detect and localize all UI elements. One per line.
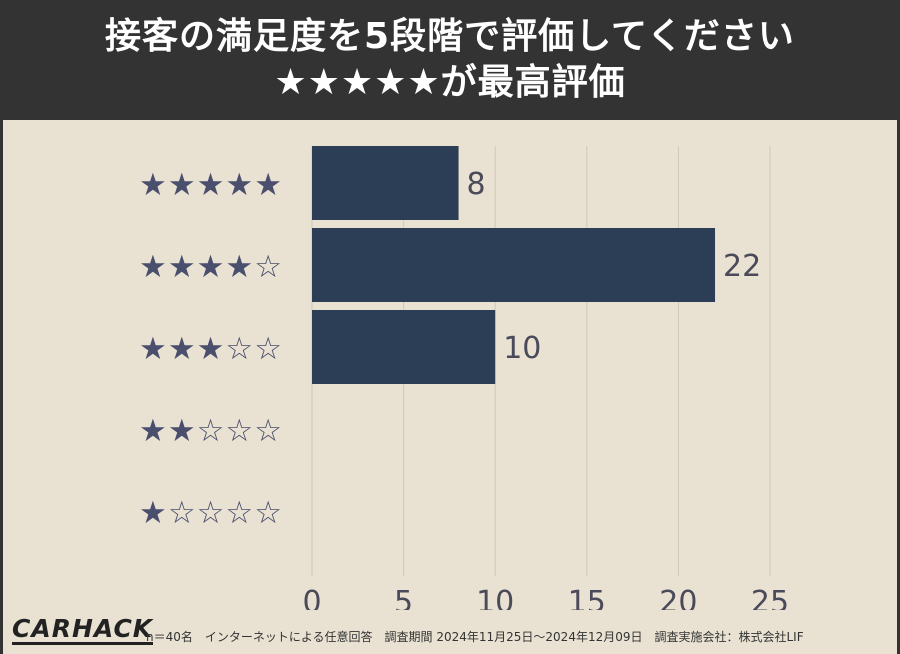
- data-label: 8: [467, 167, 486, 202]
- x-tick-label: 0: [302, 585, 321, 610]
- bar-chart: 0 5 10 15 20 25 8 ★★★★★ 22 ★★★★☆ 10 ★★★☆☆ ★★☆☆☆ ★☆☆☆☆: [139, 146, 789, 610]
- bar: [312, 146, 459, 220]
- x-tick-label: 5: [394, 585, 413, 610]
- chart-title: 接客の満足度を5段階で評価してください ★★★★★が最高評価: [0, 0, 900, 120]
- footer: CARHACK n＝40名 インターネットによる任意回答 調査期間 2024年1…: [0, 612, 900, 654]
- bar: [312, 228, 716, 302]
- data-label: 10: [503, 331, 541, 366]
- category-label: ★★★★★: [139, 167, 283, 203]
- x-tick-label: 20: [659, 585, 697, 610]
- category-label: ★★☆☆☆: [139, 413, 283, 449]
- survey-note: n＝40名 インターネットによる任意回答 調査期間 2024年11月25日〜20…: [146, 630, 804, 644]
- title-line-2: ★★★★★が最高評価: [274, 62, 626, 103]
- category-label: ★★★☆☆: [139, 331, 283, 367]
- data-label: 22: [723, 249, 761, 284]
- bar: [312, 310, 496, 384]
- category-label: ★★★★☆: [139, 249, 283, 285]
- x-tick-label: 10: [476, 585, 514, 610]
- x-tick-label: 25: [751, 585, 789, 610]
- carhack-logo: CARHACK: [12, 614, 154, 645]
- chart-frame: 0 5 10 15 20 25 8 ★★★★★ 22 ★★★★☆ 10 ★★★☆☆ ★★☆☆☆ ★☆☆☆☆: [0, 120, 900, 654]
- category-label: ★☆☆☆☆: [139, 495, 283, 531]
- x-tick-label: 15: [568, 585, 606, 610]
- title-line-1: 接客の満足度を5段階で評価してください: [105, 16, 795, 57]
